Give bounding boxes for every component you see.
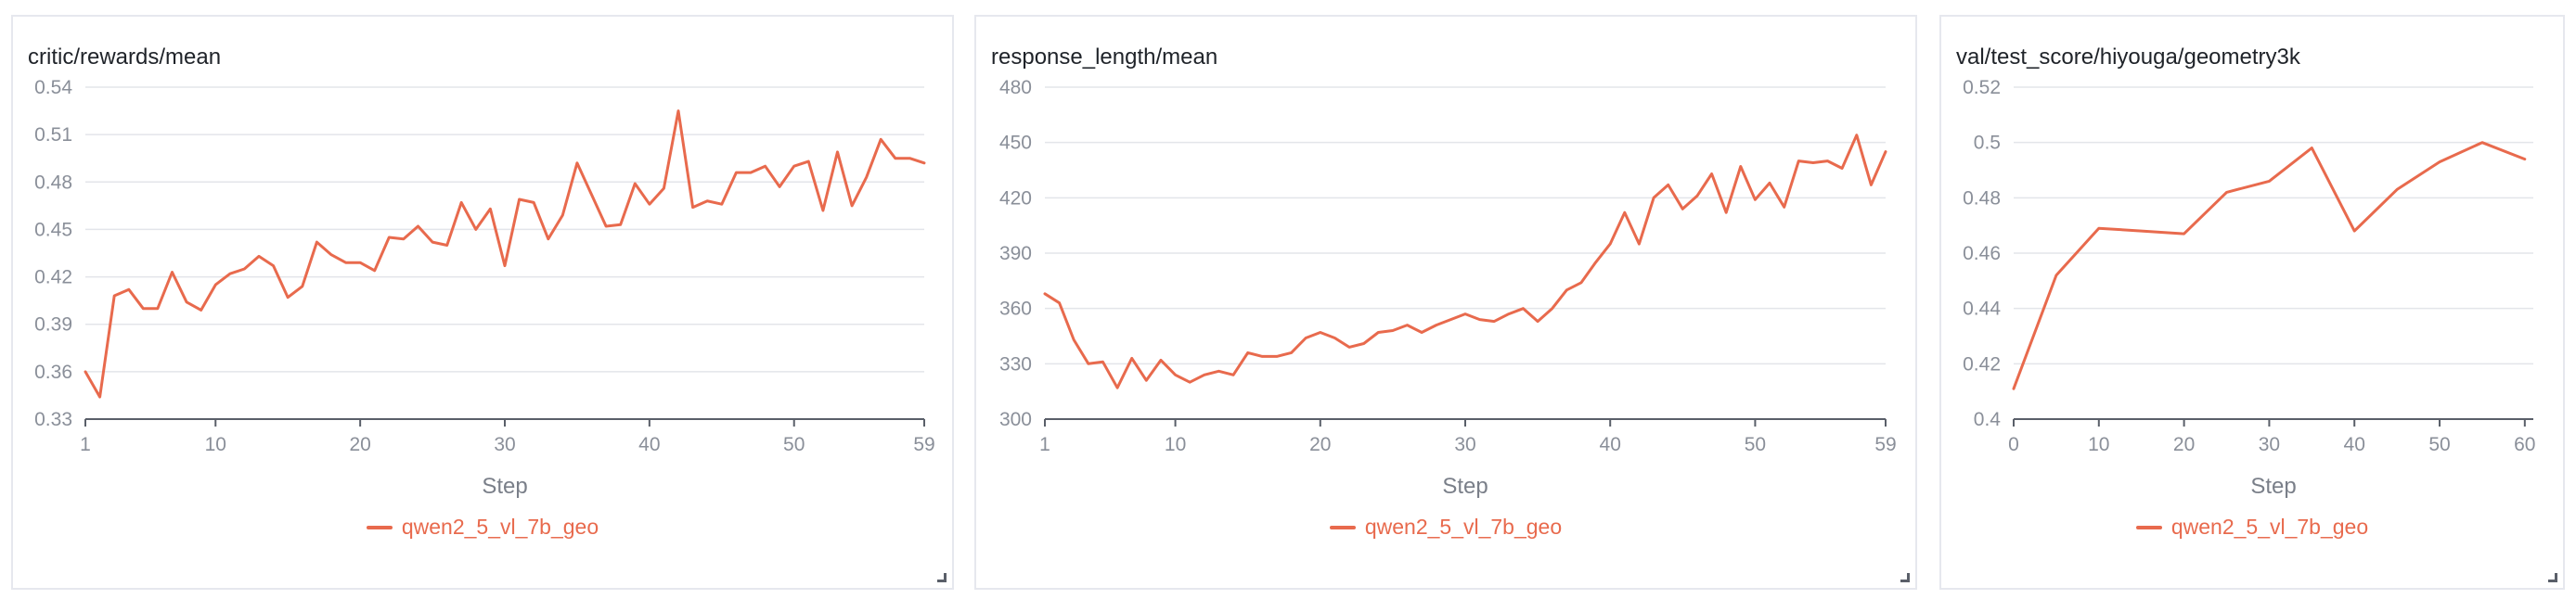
legend-swatch bbox=[2136, 526, 2162, 529]
x-tick-label: 20 bbox=[1309, 434, 1331, 455]
legend-swatch bbox=[1330, 526, 1356, 529]
y-tick-label: 0.44 bbox=[1963, 299, 2001, 320]
y-tick-label: 300 bbox=[999, 409, 1032, 430]
x-tick-label: 40 bbox=[1600, 434, 1621, 455]
x-tick-label: 30 bbox=[2259, 434, 2280, 455]
rewards-line-chart[interactable]: 0.33 0.36 0.39 0.42 0.45 0.48 0.51 0.54 1 10 20 30 4… bbox=[13, 17, 952, 588]
x-tick-label: 10 bbox=[1165, 434, 1186, 455]
x-tick-label: 20 bbox=[349, 434, 370, 455]
y-tick-label: 0.51 bbox=[34, 124, 72, 146]
y-tick-label: 0.36 bbox=[34, 362, 72, 383]
x-tick-label: 0 bbox=[2008, 434, 2019, 455]
y-tick-label: 0.4 bbox=[1974, 409, 2002, 430]
legend-swatch bbox=[367, 526, 393, 529]
resize-handle-icon[interactable] bbox=[1900, 573, 1910, 582]
x-tick-label: 20 bbox=[2173, 434, 2195, 455]
response-length-line-chart[interactable]: 300 330 360 390 420 450 480 1 10 20 30 40 50 59 Step bbox=[976, 17, 1915, 588]
x-axis-label: Step bbox=[482, 474, 527, 499]
x-tick-label: 10 bbox=[2088, 434, 2109, 455]
y-tick-label: 0.33 bbox=[34, 409, 72, 430]
x-tick-label: 40 bbox=[638, 434, 660, 455]
x-axis-label: Step bbox=[1442, 474, 1488, 499]
test-score-line-chart[interactable]: 0.4 0.42 0.44 0.46 0.48 0.5 0.52 0 10 20 30 40 50 60 S… bbox=[1941, 17, 2563, 588]
y-tick-label: 0.39 bbox=[34, 314, 72, 336]
chart-legend[interactable]: qwen2_5_vl_7b_geo bbox=[13, 515, 952, 540]
y-tick-label: 0.52 bbox=[1963, 77, 2001, 98]
legend-label: qwen2_5_vl_7b_geo bbox=[1365, 515, 1562, 540]
chart-panel-rewards: critic/rewards/mean 0.33 0.36 0.39 0.42 0.45… bbox=[11, 15, 954, 590]
x-tick-label: 60 bbox=[2514, 434, 2535, 455]
chart-legend[interactable]: qwen2_5_vl_7b_geo bbox=[976, 515, 1915, 540]
y-tick-label: 0.45 bbox=[34, 219, 72, 240]
chart-legend[interactable]: qwen2_5_vl_7b_geo bbox=[1941, 515, 2563, 540]
series-line bbox=[2014, 143, 2525, 389]
y-tick-label: 480 bbox=[999, 77, 1032, 98]
y-tick-label: 330 bbox=[999, 353, 1032, 375]
y-tick-label: 0.46 bbox=[1963, 243, 2001, 264]
x-tick-label: 40 bbox=[2344, 434, 2365, 455]
y-tick-label: 0.54 bbox=[34, 77, 72, 98]
x-axis-label: Step bbox=[2250, 474, 2296, 499]
y-tick-label: 0.42 bbox=[1963, 353, 2001, 375]
y-tick-label: 0.48 bbox=[34, 172, 72, 193]
x-tick-label: 50 bbox=[2428, 434, 2450, 455]
y-tick-label: 420 bbox=[999, 187, 1032, 209]
y-tick-label: 0.42 bbox=[34, 267, 72, 288]
y-tick-label: 360 bbox=[999, 299, 1032, 320]
x-tick-label: 59 bbox=[913, 434, 934, 455]
x-tick-label: 50 bbox=[783, 434, 805, 455]
y-tick-label: 0.5 bbox=[1974, 133, 2001, 154]
x-tick-label: 30 bbox=[494, 434, 515, 455]
x-tick-label: 30 bbox=[1454, 434, 1475, 455]
series-line bbox=[85, 111, 924, 398]
resize-handle-icon[interactable] bbox=[2548, 573, 2557, 582]
x-tick-label: 1 bbox=[1039, 434, 1050, 455]
x-tick-label: 50 bbox=[1745, 434, 1766, 455]
chart-panel-response-length: response_length/mean 300 330 360 390 420 450 4… bbox=[974, 15, 1917, 590]
x-tick-label: 1 bbox=[80, 434, 91, 455]
x-tick-label: 59 bbox=[1874, 434, 1896, 455]
y-tick-label: 0.48 bbox=[1963, 187, 2001, 209]
chart-panel-test-score: val/test_score/hiyouga/geometry3k 0.4 0.4… bbox=[1939, 15, 2565, 590]
resize-handle-icon[interactable] bbox=[937, 573, 947, 582]
y-tick-label: 450 bbox=[999, 133, 1032, 154]
x-tick-label: 10 bbox=[205, 434, 226, 455]
legend-label: qwen2_5_vl_7b_geo bbox=[2171, 515, 2368, 540]
y-tick-label: 390 bbox=[999, 243, 1032, 264]
series-line bbox=[1045, 135, 1886, 389]
legend-label: qwen2_5_vl_7b_geo bbox=[402, 515, 599, 540]
